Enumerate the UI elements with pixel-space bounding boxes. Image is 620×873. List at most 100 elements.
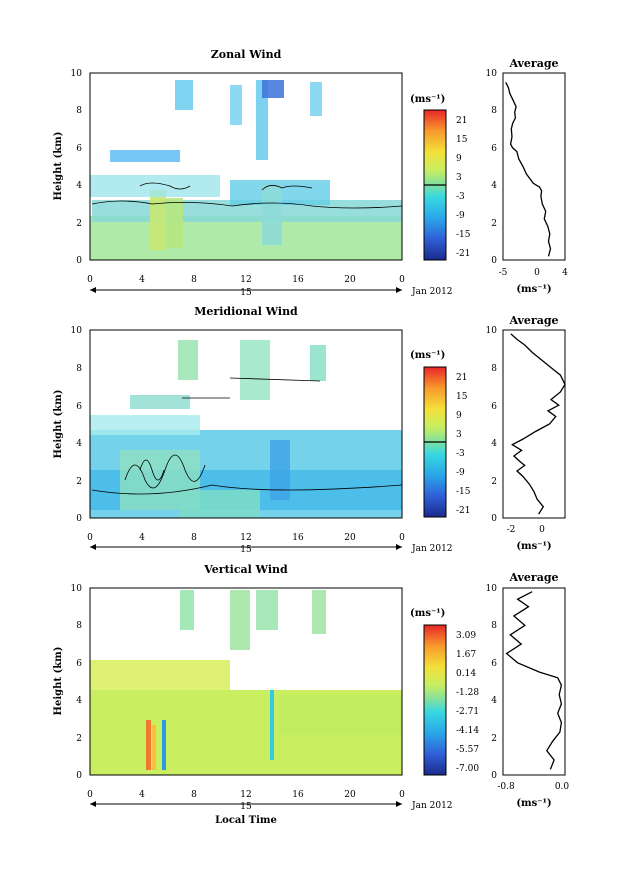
meridional-ytick: 6	[76, 402, 82, 412]
zonal-xtick: 0	[399, 275, 405, 285]
zonal-day-label: 15	[240, 288, 252, 298]
zonal-ylabel: Height (km)	[53, 132, 64, 201]
vertical-colorbar-scale	[423, 624, 447, 776]
meridional-ylabel: Height (km)	[53, 390, 64, 459]
meridional-heatmap	[90, 340, 402, 518]
meridional-month-label: Jan 2012	[411, 544, 453, 554]
meridional-cbar-tick: 9	[456, 411, 462, 421]
vertical-cbar-tick: -7.00	[456, 764, 479, 774]
meridional-profile-xtick: -2	[507, 525, 516, 535]
vertical-ytick: 6	[76, 659, 82, 669]
meridional-contours	[91, 377, 403, 495]
meridional-xtick: 16	[292, 533, 304, 543]
vertical-ytick: 0	[76, 771, 82, 781]
zonal-panel: Zonal Wind 0 4 8 12 16	[53, 48, 568, 298]
meridional-day-label: 15	[240, 545, 252, 555]
vertical-colorbar-unit: (ms⁻¹)	[410, 608, 445, 619]
meridional-profile-frame	[502, 329, 566, 519]
vertical-profile-ytick: 10	[486, 584, 498, 594]
meridional-date-axis: 15 Jan 2012	[90, 544, 453, 555]
vertical-plot-frame	[89, 587, 403, 776]
vertical-cbar-tick: -5.57	[456, 745, 479, 755]
vertical-xtick: 0	[399, 790, 405, 800]
meridional-cbar-tick: -9	[456, 468, 465, 478]
zonal-cbar-tick: -3	[456, 192, 465, 202]
vertical-panel: Vertical Wind 0 4 8 12 16 20 0 0 2	[53, 563, 569, 826]
meridional-ytick: 0	[76, 514, 82, 524]
vertical-ylabel: Height (km)	[53, 647, 64, 716]
meridional-profile-ytick: 10	[486, 326, 498, 336]
zonal-ytick: 4	[76, 181, 82, 191]
zonal-ytick: 0	[76, 256, 82, 266]
vertical-xtick: 8	[191, 790, 197, 800]
zonal-cbar-tick: 21	[456, 116, 467, 126]
xaxis-label-local-time: Local Time	[215, 815, 277, 826]
zonal-heatmap	[90, 80, 402, 260]
zonal-ytick: 6	[76, 144, 82, 154]
meridional-xtick: 20	[344, 533, 356, 543]
vertical-xtick: 12	[240, 790, 251, 800]
vertical-cbar-tick: 0.14	[456, 669, 476, 679]
zonal-xtick: 12	[240, 275, 251, 285]
zonal-contours	[91, 182, 403, 209]
vertical-profile-ytick: 6	[491, 659, 497, 669]
meridional-panel: Meridional Wind 0 4 8 12 16 2	[53, 305, 566, 555]
meridional-ytick: 4	[76, 439, 82, 449]
zonal-cbar-tick: -9	[456, 211, 465, 221]
vertical-profile-ytick: 4	[491, 696, 497, 706]
meridional-xtick: 12	[240, 533, 251, 543]
zonal-profile-xlabel: (ms⁻¹)	[516, 284, 551, 295]
meridional-xtick: 0	[87, 533, 93, 543]
vertical-xtick: 0	[87, 790, 93, 800]
meridional-colorbar: (ms⁻¹) 21 15 9 3 -3 -9 -15 -21	[410, 350, 471, 518]
zonal-xtick: 16	[292, 275, 304, 285]
vertical-xtick: 4	[139, 790, 145, 800]
meridional-xtick: 8	[191, 533, 197, 543]
vertical-profile-xtick: 0.0	[555, 782, 570, 792]
meridional-plot-frame	[89, 329, 403, 519]
vertical-profile-ytick: 2	[491, 734, 497, 744]
vertical-profile-frame	[502, 587, 566, 776]
zonal-xtick: 8	[191, 275, 197, 285]
meridional-ytick: 8	[76, 364, 82, 374]
meridional-cbar-tick: 15	[456, 392, 468, 402]
vertical-title: Vertical Wind	[203, 563, 288, 576]
meridional-ytick: 10	[71, 326, 83, 336]
vertical-day-label: 15	[240, 802, 252, 812]
meridional-profile-line	[510, 333, 566, 515]
vertical-cbar-tick: -2.71	[456, 707, 479, 717]
meridional-cbar-tick: 3	[456, 430, 462, 440]
vertical-xtick: 20	[344, 790, 356, 800]
vertical-ytick: 8	[76, 621, 82, 631]
zonal-colorbar: (ms⁻¹) 21 15 9 3 -3 -9 -15 -21	[410, 94, 471, 261]
zonal-profile-ytick: 0	[491, 256, 497, 266]
zonal-xtick: 20	[344, 275, 356, 285]
vertical-ytick: 10	[71, 584, 83, 594]
zonal-profile-ytick: 10	[486, 69, 498, 79]
zonal-yaxis: 0 2 4 6 8 10 Height (km)	[53, 69, 82, 266]
zonal-profile-xtick: -5	[499, 268, 508, 278]
vertical-profile-title: Average	[508, 571, 558, 584]
meridional-profile-ytick: 0	[491, 514, 497, 524]
vertical-profile-xlabel: (ms⁻¹)	[516, 798, 551, 809]
meridional-profile-xlabel: (ms⁻¹)	[516, 541, 551, 552]
zonal-profile-frame	[502, 72, 566, 261]
vertical-colorbar: (ms⁻¹) 3.09 1.67 0.14 -1.28 -2.71 -4.14 …	[410, 608, 479, 776]
zonal-month-label: Jan 2012	[411, 287, 453, 297]
vertical-ytick: 2	[76, 734, 82, 744]
zonal-profile-line	[505, 82, 552, 257]
meridional-cbar-tick: -3	[456, 449, 465, 459]
zonal-title: Zonal Wind	[211, 48, 282, 61]
zonal-profile-ytick: 4	[491, 181, 497, 191]
vertical-month-label: Jan 2012	[411, 801, 453, 811]
zonal-date-axis: 15 Jan 2012	[90, 287, 453, 298]
meridional-profile-title: Average	[508, 314, 558, 327]
zonal-ytick: 10	[71, 69, 83, 79]
meridional-ytick: 2	[76, 477, 82, 487]
zonal-cbar-tick: 3	[456, 173, 462, 183]
zonal-plot-frame	[89, 72, 403, 261]
zonal-profile-xtick: 4	[562, 268, 568, 278]
meridional-xtick: 0	[399, 533, 405, 543]
vertical-cbar-tick: 3.09	[456, 631, 476, 641]
